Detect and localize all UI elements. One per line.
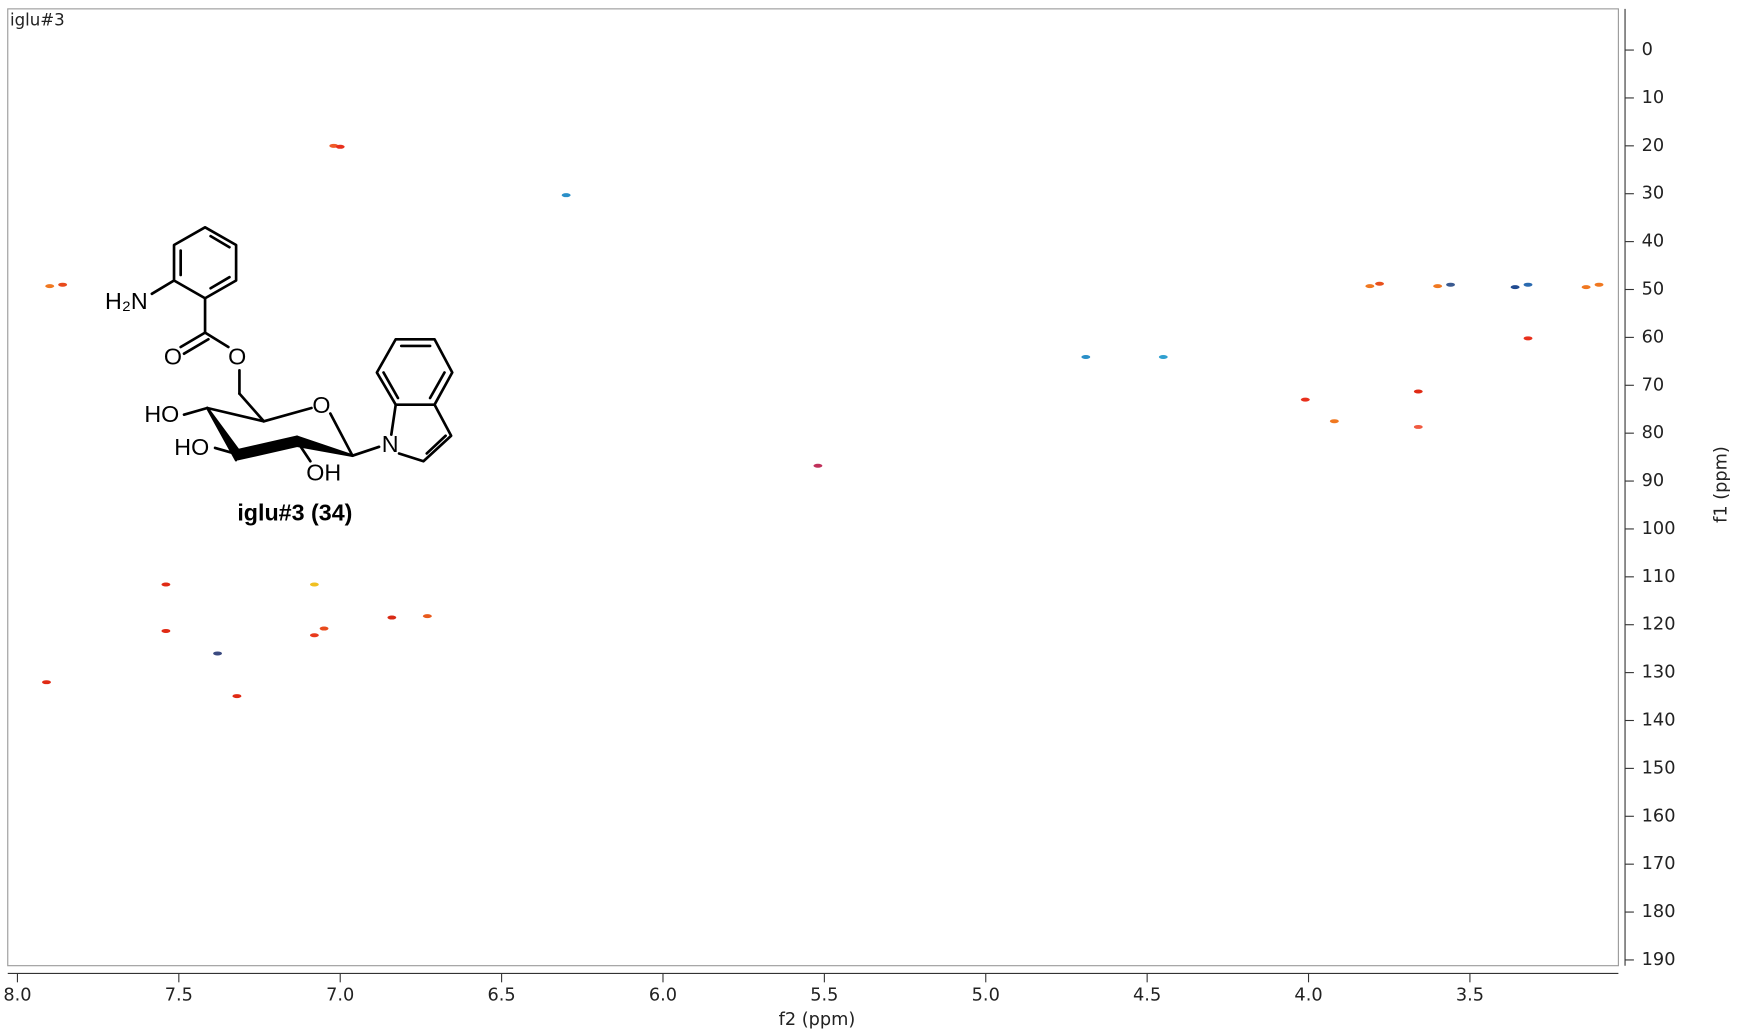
peak xyxy=(1523,336,1533,341)
peak xyxy=(1081,355,1091,360)
y-axis-label: f1 (ppm) xyxy=(1711,446,1731,523)
x-tick-label: 3.5 xyxy=(1456,986,1484,1006)
bond xyxy=(351,445,381,458)
y-tick-label: 10 xyxy=(1642,88,1665,108)
y-tick-label: 30 xyxy=(1642,184,1665,204)
x-tick-label: 8.0 xyxy=(3,986,31,1006)
bond xyxy=(238,392,266,423)
y-tick-label: 110 xyxy=(1642,567,1676,587)
peak xyxy=(1413,424,1423,429)
peak xyxy=(1365,284,1375,289)
chart-title: iglu#3 xyxy=(10,11,65,30)
bond xyxy=(179,331,207,349)
bond xyxy=(213,446,240,456)
peak xyxy=(309,582,319,587)
x-tick-label: 6.5 xyxy=(488,986,516,1006)
y-tick-label: 70 xyxy=(1642,375,1665,395)
peak xyxy=(1446,282,1455,287)
plot-frame xyxy=(7,8,1619,967)
atom-label: O xyxy=(312,392,330,418)
peak xyxy=(1581,285,1591,290)
bond xyxy=(205,406,266,423)
atom-label: N xyxy=(382,431,399,457)
x-tick-label: 4.0 xyxy=(1294,986,1322,1006)
x-tick-label: 5.5 xyxy=(810,986,838,1006)
bond xyxy=(182,337,210,356)
bond xyxy=(425,434,447,455)
peak xyxy=(335,144,345,149)
y-tick-label: 60 xyxy=(1642,327,1665,347)
atom-label: HO xyxy=(174,434,209,460)
atom-label: H₂N xyxy=(105,288,148,314)
y-tick-label: 20 xyxy=(1642,136,1665,156)
bond xyxy=(397,403,453,463)
peak xyxy=(1510,285,1520,290)
bond xyxy=(209,234,231,249)
bond xyxy=(172,225,238,300)
peak xyxy=(232,694,242,699)
peak xyxy=(1413,389,1423,394)
atom-label: HO xyxy=(144,401,179,427)
peak xyxy=(387,615,397,620)
y-tick-label: 80 xyxy=(1642,423,1665,443)
y-tick-label: 0 xyxy=(1642,40,1653,60)
peak xyxy=(1523,282,1533,287)
bond xyxy=(209,275,231,290)
bond xyxy=(203,331,230,349)
y-tick-label: 40 xyxy=(1642,232,1665,252)
x-tick-label: 7.0 xyxy=(326,986,354,1006)
bond xyxy=(389,403,398,436)
y-tick-label: 190 xyxy=(1642,950,1676,970)
peak xyxy=(1433,284,1443,289)
y-tick-label: 130 xyxy=(1642,663,1676,683)
atom-label: OH xyxy=(306,460,341,486)
peak xyxy=(319,626,329,631)
bond xyxy=(262,406,313,423)
wedge-bond xyxy=(236,435,299,461)
x-tick-label: 6.0 xyxy=(649,986,677,1006)
peak xyxy=(813,463,823,468)
peak xyxy=(161,582,171,587)
y-tick-label: 180 xyxy=(1642,902,1676,922)
y-tick-label: 170 xyxy=(1642,854,1676,874)
bond xyxy=(375,337,454,407)
structure-caption: iglu#3 (34) xyxy=(237,500,352,526)
atom-label: O xyxy=(164,343,182,369)
peak xyxy=(161,628,171,633)
bond xyxy=(150,279,176,296)
peak xyxy=(1329,419,1339,424)
peak xyxy=(58,282,68,287)
x-tick-label: 5.0 xyxy=(972,986,1000,1006)
y-tick-label: 160 xyxy=(1642,806,1676,826)
y-tick-label: 150 xyxy=(1642,758,1676,778)
y-tick-label: 90 xyxy=(1642,471,1665,491)
peak xyxy=(45,284,55,289)
y-tick-label: 120 xyxy=(1642,615,1676,635)
bond xyxy=(182,406,209,416)
peak xyxy=(309,633,319,638)
bond xyxy=(382,371,400,400)
x-axis-label: f2 (ppm) xyxy=(779,1010,856,1030)
y-tick-label: 100 xyxy=(1642,519,1676,539)
peak xyxy=(1594,282,1604,287)
chemical-structure: H₂N O O HO HO OH O N iglu#3 (34) xyxy=(105,225,454,526)
peak xyxy=(1300,397,1310,402)
bond xyxy=(295,439,312,463)
bond xyxy=(328,412,354,458)
y-tick-label: 50 xyxy=(1642,279,1665,299)
x-tick-label: 4.5 xyxy=(1133,986,1161,1006)
peak xyxy=(1375,281,1384,286)
bond xyxy=(428,371,446,400)
peak xyxy=(561,193,571,198)
atom-label: O xyxy=(228,343,246,369)
peak xyxy=(42,680,51,685)
peak xyxy=(422,614,432,619)
peak xyxy=(213,651,222,656)
x-tick-label: 7.5 xyxy=(165,986,193,1006)
y-tick-label: 140 xyxy=(1642,711,1676,731)
peak xyxy=(1158,355,1168,360)
